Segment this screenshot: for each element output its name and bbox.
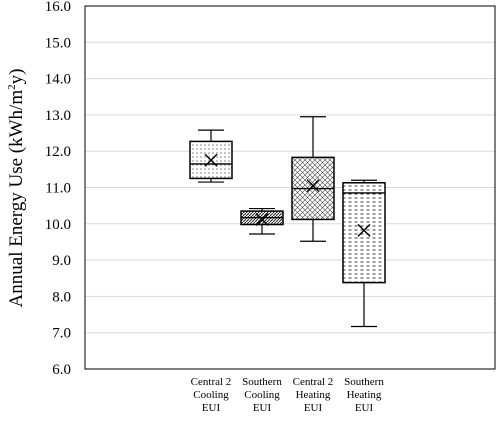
- y-axis-ticks: 6.0 7.0 8.0 9.0 10.0 11.0 12.0 13.0 14.0 15.0 16.0: [45, 0, 71, 378]
- box-series: [240, 207, 284, 235]
- y-tick-label: 12.0: [45, 144, 71, 160]
- x-category-label-line: Southern: [344, 376, 384, 388]
- x-category-label-line: Southern: [242, 376, 282, 388]
- y-axis-label-main: Annual Energy Use (kWh/m: [6, 90, 27, 308]
- x-category-label-line: Central 2: [293, 376, 334, 388]
- x-category-label: Central 2 Heating EUI: [293, 376, 334, 414]
- x-category-label-line: EUI: [355, 402, 374, 414]
- box-series: [189, 129, 233, 183]
- mean-marker: [306, 179, 320, 193]
- x-category-label-line: Heating: [347, 389, 382, 401]
- box-iqr: [342, 182, 386, 284]
- plot-area-frame: [84, 5, 496, 370]
- mean-marker: [204, 153, 218, 167]
- y-axis-label-tail: y): [6, 69, 27, 85]
- grid-lines: [85, 41, 495, 334]
- x-category-label-line: EUI: [202, 402, 221, 414]
- x-category-label: Southern Heating EUI: [344, 376, 384, 414]
- x-category-label-line: Central 2: [191, 376, 232, 388]
- boxes: [189, 116, 386, 328]
- x-category-label-line: EUI: [304, 402, 323, 414]
- y-tick-label: 13.0: [45, 108, 71, 124]
- y-tick-label: 15.0: [45, 35, 71, 51]
- y-tick-label: 16.0: [45, 0, 71, 15]
- y-axis-label-superscript: 2: [6, 84, 18, 90]
- y-tick-label: 8.0: [52, 289, 71, 305]
- y-tick-label: 7.0: [52, 326, 71, 342]
- y-axis-label: Annual Energy Use (kWh/m2y): [6, 69, 27, 308]
- box-series: [342, 179, 386, 328]
- x-category-label: Southern Cooling EUI: [242, 376, 282, 414]
- y-tick-label: 14.0: [45, 72, 71, 88]
- y-tick-label: 11.0: [45, 181, 71, 197]
- x-category-label-line: Heating: [296, 389, 331, 401]
- y-tick-label: 6.0: [52, 362, 71, 378]
- x-category-label-line: Cooling: [193, 389, 229, 401]
- mean-marker: [255, 212, 269, 226]
- mean-marker: [357, 223, 371, 237]
- box-series: [291, 116, 335, 242]
- y-tick-label: 10.0: [45, 217, 71, 233]
- x-category-label-line: EUI: [253, 402, 272, 414]
- x-category-label-line: Cooling: [244, 389, 280, 401]
- y-tick-label: 9.0: [52, 253, 71, 269]
- x-category-label: Central 2 Cooling EUI: [191, 376, 232, 414]
